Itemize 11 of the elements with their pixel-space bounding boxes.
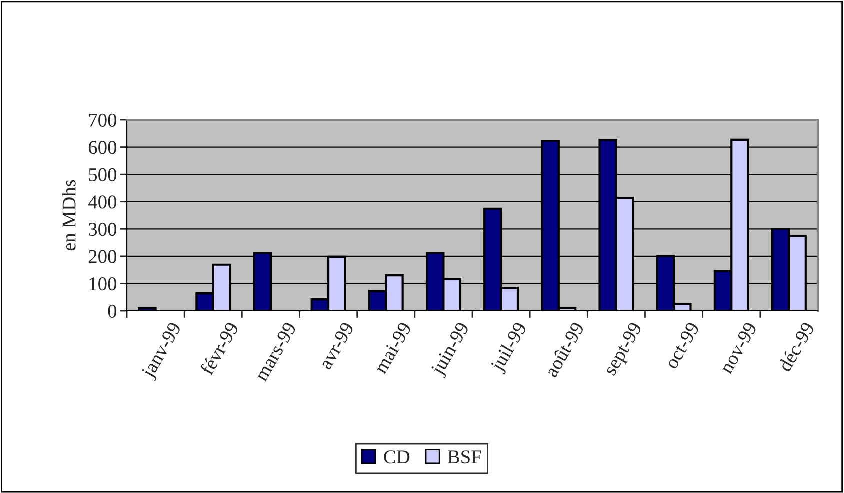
y-tick-label: 400 bbox=[88, 196, 117, 209]
y-tick-label: 0 bbox=[108, 304, 117, 318]
y-tick-label: 700 bbox=[89, 114, 117, 127]
y-tick-label: 500 bbox=[89, 168, 117, 182]
y-tick-label: 600 bbox=[88, 141, 117, 154]
y-tick-label: 300 bbox=[89, 222, 117, 236]
y-axis-title: en MDhs bbox=[62, 180, 76, 251]
y-tick-label: 200 bbox=[88, 250, 117, 264]
legend-label: CD bbox=[384, 450, 410, 464]
y-tick-label: 100 bbox=[90, 278, 117, 291]
legend-label: BSF bbox=[448, 450, 482, 464]
